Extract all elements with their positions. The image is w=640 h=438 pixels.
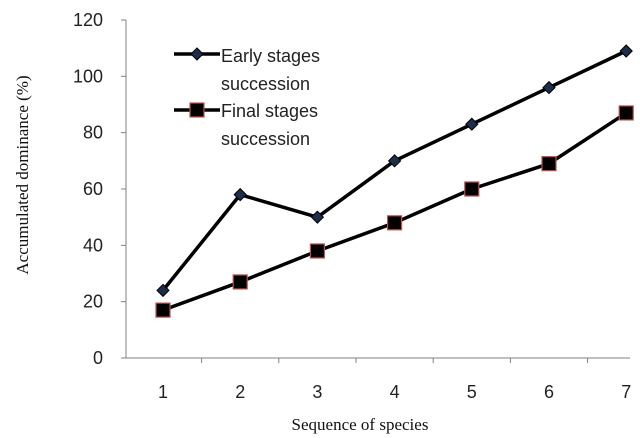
y-tick-label: 80 (83, 123, 103, 143)
x-tick-label: 7 (621, 382, 631, 402)
x-ticks: 1 2 3 4 5 6 7 (158, 358, 631, 402)
data-point-diamond (619, 44, 633, 58)
legend-label: succession (221, 129, 310, 149)
series-2 (155, 105, 634, 318)
data-point-square (464, 181, 480, 197)
x-axis-title: Sequence of species (292, 415, 429, 434)
x-tick-label: 1 (158, 382, 168, 402)
data-point-diamond (465, 117, 479, 131)
y-tick-label: 40 (83, 235, 103, 255)
data-point-diamond (156, 283, 170, 298)
x-tick-label: 6 (544, 382, 554, 402)
x-tick-label: 2 (235, 382, 245, 402)
x-tick-label: 5 (467, 382, 477, 402)
legend-entry-2: Final stages succession (174, 101, 318, 149)
x-tick-label: 3 (312, 382, 322, 402)
legend-label: Early stages (221, 46, 320, 66)
y-tick-label: 20 (83, 292, 103, 312)
data-point-square (155, 302, 171, 318)
data-point-square (309, 243, 325, 259)
legend-entry-1: Early stages succession (174, 46, 320, 94)
x-tick-label: 4 (390, 382, 400, 402)
y-tick-label: 60 (83, 179, 103, 199)
y-tick-label: 120 (73, 10, 103, 30)
data-point-square (618, 105, 634, 121)
axes (125, 20, 630, 359)
legend-label: succession (221, 74, 310, 94)
data-point-square (387, 215, 403, 231)
legend-label: Final stages (221, 101, 318, 121)
data-point-diamond (542, 80, 556, 95)
y-axis-title: Accumulated dominance (%) (13, 75, 32, 274)
data-point-square (232, 274, 248, 290)
series-layer (155, 44, 634, 318)
y-ticks: 0 20 40 60 80 100 120 (73, 10, 126, 368)
legend-marker (190, 47, 204, 61)
legend-marker (189, 102, 205, 118)
data-point-diamond (233, 187, 247, 202)
y-tick-label: 100 (73, 66, 103, 86)
legend: Early stages succession Final stages succes… (174, 46, 320, 149)
data-point-diamond (387, 154, 402, 168)
data-point-diamond (310, 210, 325, 224)
series-1 (156, 44, 633, 298)
y-tick-label: 0 (93, 348, 103, 368)
data-point-square (541, 156, 557, 172)
